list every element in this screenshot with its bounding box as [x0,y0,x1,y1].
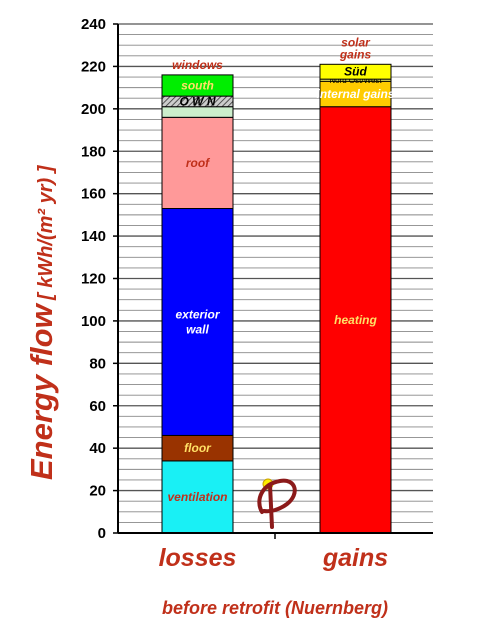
bar-segment-label: ventilation [167,490,227,504]
group-label: solar [341,35,371,49]
bar-segment-label: Süd [344,65,367,79]
category-label: gains [322,544,388,572]
y-axis-label: Energy flow [24,302,59,480]
bar-segment [161,74,234,97]
y-axis-unit: [ kWh/(m² yr) ] [35,164,57,301]
bar-segment [161,116,234,210]
group-label: gains [339,47,372,61]
bar-segment-label: south [181,79,214,93]
bar-segment [319,80,392,108]
y-tick-label: 160 [81,186,106,203]
y-tick-label: 20 [89,483,106,500]
bar-segment-label: wall [186,322,209,336]
bar-segment [319,63,392,80]
y-tick-label: 220 [81,58,106,75]
y-axis-title: Energy flow [ kWh/(m² yr) ] [24,164,59,480]
bar-segment-label: internal gains [316,87,394,101]
y-axis-ticks: 0 20 40 60 80 100 120 140 160 180 200 220 240 [81,16,276,542]
bar-segment-label: floor [184,441,212,455]
group-label: windows [172,58,223,72]
y-tick-label: 40 [89,440,106,457]
bar-segment [319,106,392,534]
bar-segment-label: exterior [175,307,220,321]
axes [117,24,433,534]
logo-icon [257,478,297,529]
bar-segment-label: Nord Ost/West [329,76,382,85]
y-tick-label: 180 [81,143,106,160]
bar-segment-label: O W N [180,94,216,108]
y-tick-label: 100 [81,313,106,330]
category-label: losses [159,544,237,572]
y-tick-label: 0 [98,525,106,542]
bar-segment [161,460,234,534]
y-tick-label: 80 [89,355,106,372]
y-tick-label: 240 [81,16,106,33]
y-tick-label: 120 [81,271,106,288]
subtitle: before retrofit (Nuernberg) [162,598,388,618]
y-tick-label: 200 [81,101,106,118]
bar-segment-label: heating [334,313,377,327]
y-tick-label: 140 [81,228,106,245]
bar-segment-label: roof [186,156,210,170]
y-tick-label: 60 [89,398,106,415]
bar-segment [161,434,234,462]
